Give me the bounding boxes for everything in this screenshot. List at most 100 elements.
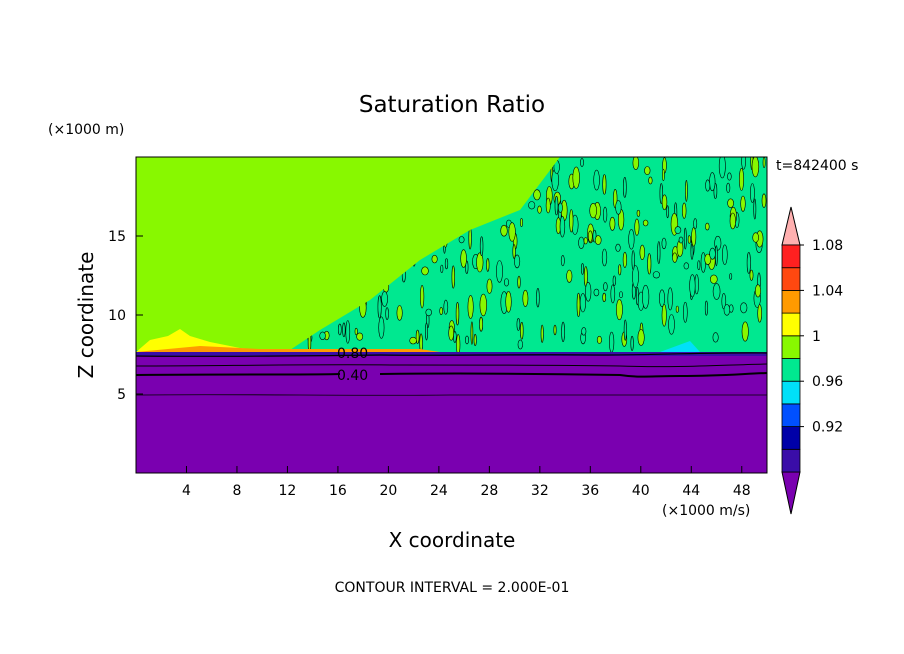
speckle-cell — [425, 308, 432, 317]
speckle-cell — [636, 287, 639, 306]
speckle-cell — [583, 237, 588, 245]
speckle-cell — [644, 166, 651, 175]
speckle-cell — [636, 209, 641, 217]
x-axis-title: X coordinate — [389, 528, 516, 552]
x-tick-label: 8 — [232, 483, 241, 499]
y-axis: 5 10 15 — [108, 229, 143, 403]
colorbar-label: 1.04 — [812, 283, 843, 299]
speckle-cell — [715, 245, 718, 267]
speckle-cell — [603, 282, 608, 292]
speckle-cell — [520, 321, 524, 340]
speckle-cell — [672, 252, 678, 263]
speckle-cell — [602, 174, 607, 195]
speckle-cell — [580, 263, 584, 275]
speckle-cell — [381, 291, 388, 307]
colorbar-swatch — [781, 267, 801, 291]
plot-area — [136, 157, 767, 473]
speckle-cell — [514, 254, 521, 269]
contour-080 — [136, 352, 767, 358]
speckle-cell — [601, 248, 608, 267]
speckle-cell — [661, 303, 667, 327]
speckle-cell — [718, 157, 726, 179]
speckle-cell — [709, 247, 716, 260]
speckle-cell — [661, 237, 667, 250]
speckle-cell — [668, 314, 675, 335]
region-boundary-cyan — [660, 341, 700, 352]
colorbar-under-triangle — [781, 471, 801, 515]
speckle-cell — [345, 320, 351, 344]
colorbar-swatch — [781, 312, 801, 337]
speckle-cell — [602, 292, 607, 303]
speckle-cell — [647, 253, 652, 275]
speckle-cell — [537, 205, 542, 214]
speckle-cell — [740, 302, 748, 314]
speckle-cell — [609, 216, 616, 231]
speckle-cell — [536, 288, 540, 308]
speckle-cell — [540, 324, 544, 343]
speckle-cell — [691, 227, 697, 247]
speckle-cell — [342, 322, 346, 338]
speckle-cell — [415, 329, 420, 344]
speckle-cell — [727, 172, 732, 181]
speckle-cell — [639, 244, 645, 260]
x-tick-label: 36 — [581, 483, 599, 499]
colorbar-over-triangle — [781, 206, 801, 246]
speckle-cell — [479, 316, 484, 332]
speckle-cell — [448, 325, 455, 341]
speckle-cell — [658, 289, 665, 307]
speckle-cell — [455, 302, 460, 326]
speckle-cell — [704, 253, 712, 265]
speckle-cell — [666, 205, 669, 219]
region-boundary-orange — [136, 346, 440, 352]
speckle-cell — [712, 332, 719, 343]
speckle-cell — [431, 254, 438, 264]
x-axis: 4 8 12 16 20 24 28 32 36 40 44 48 — [182, 466, 751, 499]
speckle-cell — [749, 269, 754, 281]
speckle-cell — [460, 249, 467, 268]
contour-interval-footer: CONTOUR INTERVAL = 2.000E-01 — [335, 580, 570, 596]
speckle-cell — [505, 290, 512, 313]
speckle-cell — [545, 197, 551, 214]
chart-title: Saturation Ratio — [359, 92, 545, 118]
speckle-cell — [618, 264, 622, 276]
speckle-cell — [741, 321, 749, 342]
region-lower — [136, 352, 767, 473]
speckle-cell — [741, 157, 746, 170]
speckle-cell — [632, 157, 639, 170]
speckle-cell — [378, 316, 385, 339]
speckle-cell — [594, 235, 602, 245]
speckle-cell — [674, 226, 682, 234]
contour-060 — [136, 363, 767, 368]
speckle-cell — [602, 206, 608, 223]
speckle-cell — [559, 216, 566, 238]
y-axis-title: Z coordinate — [74, 252, 98, 379]
speckle-cell — [681, 202, 687, 219]
colorbar-label: 1.08 — [812, 238, 843, 254]
speckle-cell — [628, 229, 635, 250]
y-tick-label: 5 — [117, 387, 126, 403]
speckle-cell — [648, 176, 653, 185]
speckle-cell — [612, 275, 616, 287]
y-unit-label: (×1000 m) — [48, 122, 124, 138]
speckle-cell — [727, 198, 734, 208]
speckle-cell — [630, 335, 634, 351]
speckle-cell — [738, 167, 744, 191]
speckle-cell — [587, 230, 593, 243]
colorbar-swatch — [781, 426, 801, 450]
x-tick-label: 20 — [379, 483, 397, 499]
speckle-cell — [533, 189, 541, 201]
region-boundary-yellow — [136, 329, 260, 352]
speckle-cell — [683, 262, 689, 270]
speckle-cell — [500, 224, 508, 237]
speckle-cell — [622, 251, 628, 268]
speckle-cell — [641, 284, 650, 309]
colorbar-swatch — [781, 448, 801, 473]
speckle-cell — [632, 265, 639, 289]
speckle-cell — [554, 195, 559, 216]
speckle-cell — [479, 293, 487, 317]
speckle-cell — [517, 339, 523, 350]
speckle-cell — [705, 222, 710, 231]
speckle-cell — [753, 198, 757, 220]
speckle-cell — [486, 278, 493, 294]
speckle-cell — [385, 307, 389, 320]
